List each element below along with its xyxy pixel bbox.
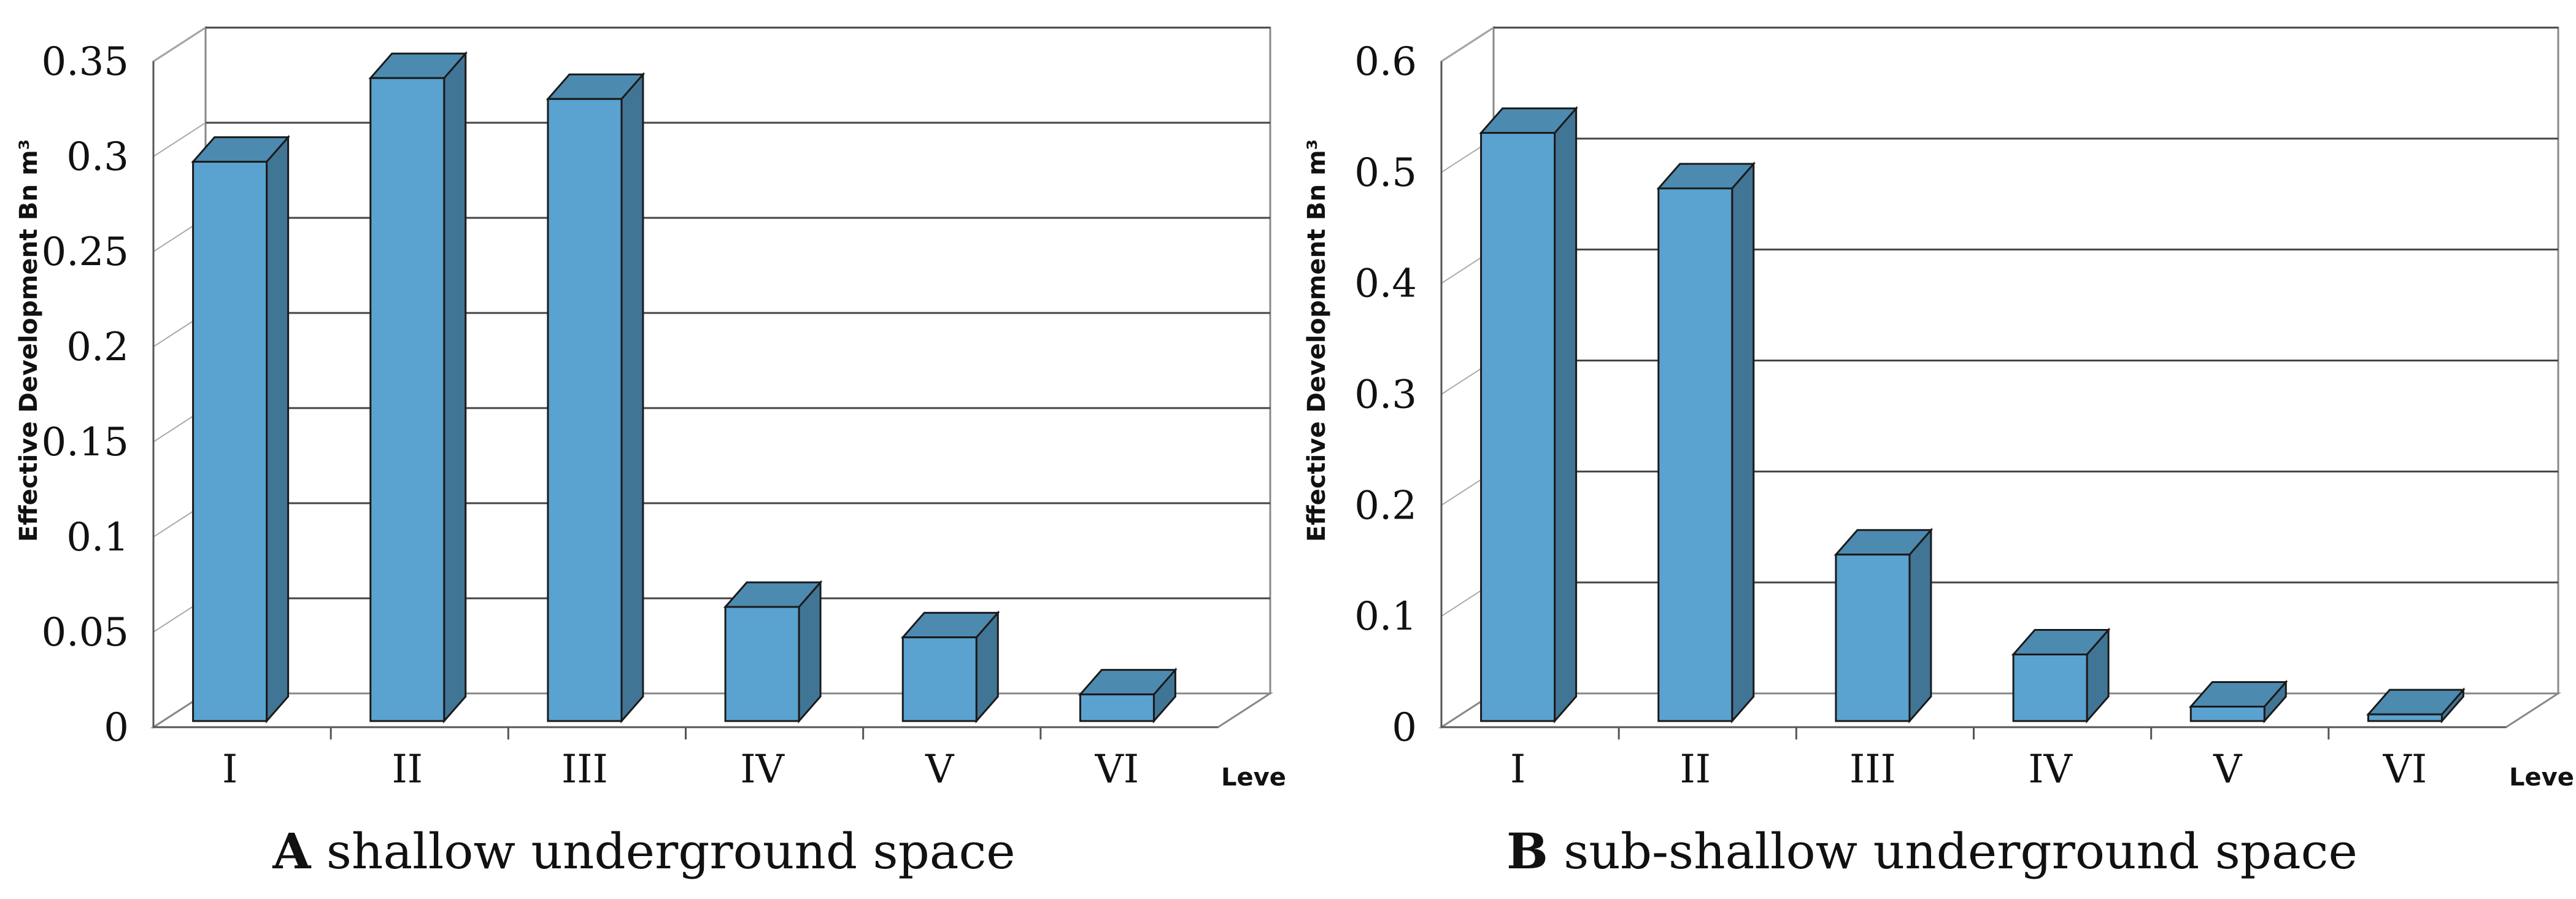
bar-side <box>266 134 290 723</box>
bar-side <box>1731 161 1755 723</box>
y-tick-label: 0.35 <box>42 39 129 85</box>
y-tick-label: 0.15 <box>42 420 129 465</box>
y-tick-label: 0 <box>104 705 129 750</box>
chart-panel-a: 0 0.05 0.1 0.15 0.2 0.25 0.3 0.35 I II III IV V VI Lev… <box>0 26 1288 880</box>
x-tick-label: II <box>391 747 423 792</box>
bar <box>724 606 800 722</box>
y-axis-title: Effective Development Bn m³ <box>1303 139 1331 542</box>
gridline-side <box>1441 27 1494 62</box>
x-tick-label: I <box>222 747 237 792</box>
bar-side <box>443 51 467 723</box>
y-tick-label: 0.25 <box>42 230 129 275</box>
chart-a-caption-letter: A <box>272 822 311 880</box>
bar <box>547 98 623 722</box>
bar-side <box>620 72 644 723</box>
x-axis-title: Level <box>2509 763 2576 792</box>
y-tick-label: 0 <box>1392 705 1417 750</box>
x-tick-label: IV <box>740 747 785 792</box>
chart-b-caption-letter: B <box>1506 822 1548 880</box>
bar <box>1079 693 1155 722</box>
chart-a: 00.050.10.150.20.250.30.35I II III IV V VI Lev… <box>15 26 1288 792</box>
x-tick-label: III <box>561 747 608 792</box>
chart-a-caption-text: shallow underground space <box>326 823 1016 880</box>
chart-a-caption: A shallow underground space <box>0 822 1288 880</box>
x-tick-label: II <box>1679 747 1711 792</box>
gridline-side <box>153 122 206 157</box>
bar <box>369 77 445 722</box>
y-tick-label: 0.2 <box>1354 483 1417 528</box>
x-tick-label: V <box>925 747 955 792</box>
x-axis-title: Level <box>1221 763 1288 792</box>
bar-side <box>1554 106 1578 723</box>
chart-b: 00.10.20.30.40.50.6I II III IV V VI LevelEffec… <box>1303 26 2576 792</box>
x-tick-label: V <box>2213 747 2243 792</box>
chart-b-caption-text: sub-shallow underground space <box>1564 823 2358 880</box>
bar <box>2189 705 2266 722</box>
gridline-side <box>153 27 206 62</box>
x-tick-label: VI <box>1095 747 1140 792</box>
bar <box>1835 554 1911 722</box>
bar <box>1657 187 1733 722</box>
bar <box>901 636 978 722</box>
bar <box>2012 654 2088 722</box>
y-axis-title: Effective Development Bn m³ <box>15 139 43 542</box>
chart-a-plot: 00.050.10.150.20.250.30.35I II III IV V VI Lev… <box>15 26 1288 792</box>
bar <box>192 161 268 722</box>
y-tick-label: 0.3 <box>1354 372 1417 418</box>
y-tick-label: 0.1 <box>1354 594 1417 639</box>
y-tick-label: 0.6 <box>1354 39 1417 85</box>
bar <box>1480 132 1556 722</box>
chart-b-caption: B sub-shallow underground space <box>1288 822 2576 880</box>
y-tick-label: 0.3 <box>66 134 129 180</box>
x-tick-label: IV <box>2028 747 2073 792</box>
y-tick-label: 0.05 <box>42 610 129 655</box>
x-tick-label: III <box>1849 747 1896 792</box>
x-tick-label: VI <box>2383 747 2428 792</box>
y-tick-label: 0.5 <box>1354 150 1417 196</box>
bar-side <box>1908 527 1932 723</box>
y-tick-label: 0.2 <box>66 325 129 370</box>
bar <box>2367 713 2443 722</box>
x-tick-label: I <box>1510 747 1525 792</box>
y-tick-label: 0.1 <box>66 515 129 560</box>
y-tick-label: 0.4 <box>1354 261 1417 307</box>
chart-panel-b: 0 0.1 0.2 0.3 0.4 0.5 0.6 I II III IV V VI Level Effec… <box>1288 0 2576 899</box>
chart-b-plot: 00.10.20.30.40.50.6I II III IV V VI LevelEffec… <box>1303 26 2576 792</box>
